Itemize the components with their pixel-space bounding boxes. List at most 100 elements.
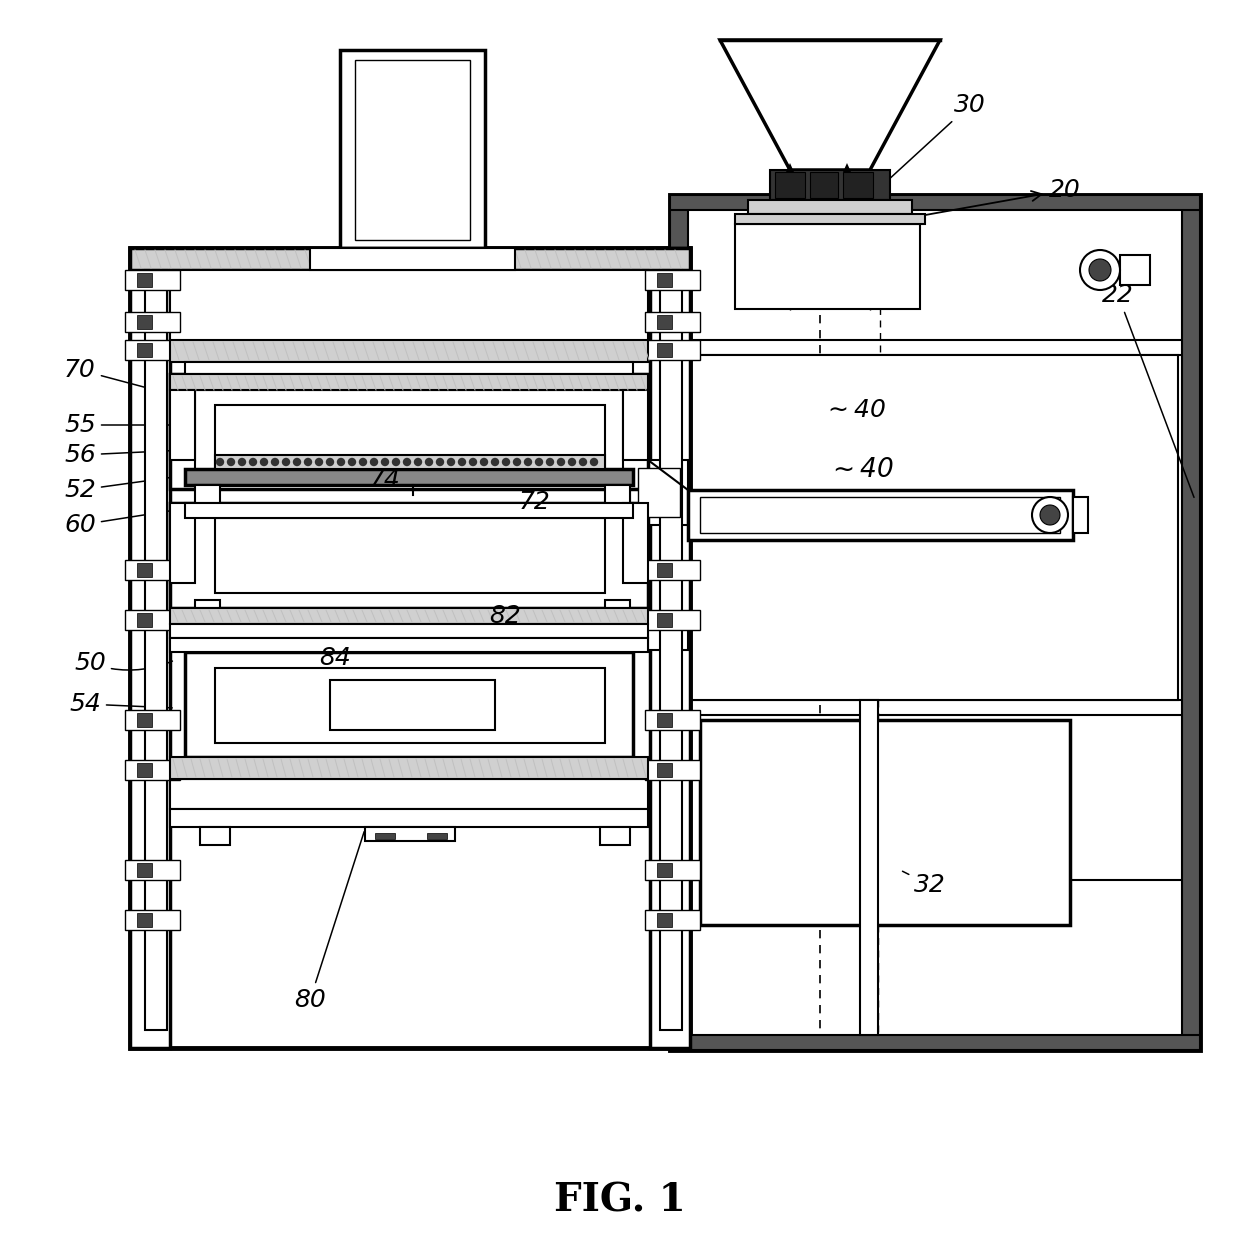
Circle shape [371,458,377,465]
Bar [748,200,911,214]
Bar [136,764,153,777]
Bar [130,711,175,728]
Circle shape [1080,250,1120,291]
Bar [605,486,630,503]
Bar [170,390,195,460]
Circle shape [315,458,322,465]
Text: 70: 70 [64,359,153,389]
Bar [670,195,1200,210]
Bar [645,760,701,780]
Bar [649,625,688,650]
Bar [650,711,694,728]
Bar [170,779,649,809]
Bar [645,910,701,930]
Circle shape [579,458,587,465]
Bar [670,1035,1200,1050]
Bar [701,720,1070,925]
Circle shape [360,458,367,465]
Text: 55: 55 [64,413,182,437]
Bar [195,600,219,608]
Bar [670,195,1200,1050]
Bar [125,710,180,730]
Bar [605,600,630,608]
Bar [630,460,688,525]
Bar [185,652,632,757]
Bar [355,60,470,240]
Bar [125,340,180,360]
Text: 84: 84 [319,647,351,671]
Bar [136,713,153,727]
Circle shape [403,458,410,465]
Circle shape [436,458,444,465]
Bar [136,343,153,357]
Bar [125,312,180,332]
Bar [130,561,175,579]
Bar [170,340,649,362]
Circle shape [536,458,543,465]
Circle shape [1040,504,1060,525]
Bar [130,860,175,879]
Circle shape [525,458,532,465]
Bar [215,405,605,481]
Circle shape [348,458,356,465]
Circle shape [414,458,422,465]
Bar [125,910,180,930]
Text: 52: 52 [64,470,222,502]
Bar [170,503,195,582]
Bar [657,913,672,927]
Text: 32: 32 [903,872,946,897]
Bar [657,764,672,777]
Bar [650,270,694,289]
Circle shape [249,458,257,465]
Bar [365,827,455,842]
Circle shape [305,458,311,465]
Bar [810,172,838,198]
Bar [145,270,167,1030]
Bar [130,313,175,331]
Circle shape [425,458,433,465]
Text: 82: 82 [489,604,521,628]
Bar [170,608,649,624]
Bar [843,172,873,198]
Bar [125,760,180,780]
Circle shape [448,458,455,465]
Bar [650,911,694,928]
Circle shape [294,458,300,465]
Bar [125,610,180,630]
Bar [310,248,515,270]
Polygon shape [843,164,851,172]
Bar [657,713,672,727]
Bar [645,340,701,360]
Bar [185,469,632,486]
Circle shape [238,458,246,465]
Text: 60: 60 [64,503,217,537]
Bar [170,374,649,489]
Bar [600,827,630,845]
Text: 54: 54 [69,692,172,716]
Bar [645,710,701,730]
Circle shape [1032,497,1068,533]
Circle shape [326,458,334,465]
Bar [650,248,689,1048]
Bar [645,860,701,881]
Bar [650,761,694,779]
Circle shape [513,458,521,465]
Text: 74: 74 [370,468,401,492]
Bar [130,341,175,359]
Circle shape [393,458,399,465]
Bar [130,248,689,270]
Bar [130,761,175,779]
Circle shape [590,458,598,465]
Circle shape [502,458,510,465]
Bar [170,503,649,608]
Circle shape [260,458,268,465]
Bar [170,757,649,779]
Bar [650,561,694,579]
Circle shape [272,458,279,465]
Text: $\sim$40: $\sim$40 [827,457,893,483]
Bar [701,497,1060,533]
Bar [136,913,153,927]
Circle shape [283,458,289,465]
Circle shape [337,458,345,465]
Bar [185,362,632,374]
